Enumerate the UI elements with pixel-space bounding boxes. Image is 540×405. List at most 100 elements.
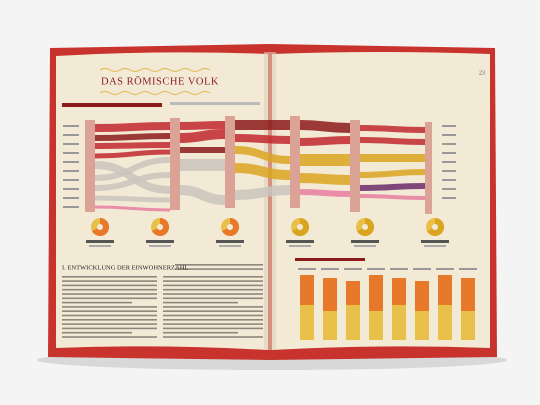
label-placeholder	[63, 179, 79, 181]
label-placeholder	[442, 161, 456, 163]
label-placeholder	[442, 143, 456, 145]
sankey-flow	[299, 173, 351, 185]
text-line	[62, 336, 157, 338]
pie-sublabel	[424, 245, 446, 247]
ornament	[99, 91, 211, 95]
text-line	[163, 323, 263, 325]
pie-sublabel	[289, 245, 311, 247]
page-title: DAS RÖMISCHE VOLK	[101, 75, 219, 87]
text-line	[163, 319, 263, 321]
bar-label	[436, 268, 454, 270]
sankey-flow	[359, 183, 426, 191]
page-number: 23	[479, 70, 485, 76]
label-placeholder	[63, 188, 79, 190]
label-placeholder	[63, 206, 79, 208]
sankey-flow	[94, 161, 171, 194]
pie-sublabel	[89, 245, 111, 247]
pie-hole	[362, 224, 368, 230]
pie-sublabel	[149, 245, 171, 247]
sankey-flow	[94, 149, 171, 159]
sankey-flow	[299, 189, 351, 197]
bar-segment	[392, 305, 406, 340]
ornament	[99, 68, 211, 72]
pie-hole	[432, 224, 438, 230]
text-line	[62, 319, 157, 321]
sankey-flow	[234, 185, 291, 200]
pie-label	[216, 240, 244, 243]
text-line	[62, 331, 132, 334]
bar-label	[344, 268, 362, 270]
sankey-flow	[94, 195, 171, 203]
text-line	[163, 284, 263, 287]
text-line	[175, 268, 263, 270]
bar-label	[321, 268, 339, 270]
sankey-flow	[179, 129, 226, 143]
node-column	[170, 118, 180, 210]
node-column	[85, 120, 95, 212]
text-line	[62, 314, 157, 317]
chart-caption	[62, 103, 162, 107]
text-line	[62, 327, 157, 330]
label-placeholder	[63, 125, 79, 127]
text-line	[62, 297, 157, 300]
pie-sublabel	[354, 245, 376, 247]
label-placeholder	[63, 170, 79, 172]
bar-label	[413, 268, 431, 270]
sankey-flow	[94, 142, 171, 149]
sankey-flow	[299, 120, 351, 133]
decoration	[62, 102, 477, 340]
pie-hole	[297, 224, 303, 230]
label-placeholder	[442, 170, 456, 172]
node-column	[290, 116, 300, 208]
label-placeholder	[63, 134, 79, 136]
label-placeholder	[442, 152, 456, 154]
label-placeholder	[442, 197, 456, 199]
sankey-flow	[94, 205, 171, 212]
label-placeholder	[63, 197, 79, 199]
sankey-flow	[94, 122, 171, 132]
label-placeholder	[63, 143, 79, 145]
text-line	[163, 306, 263, 308]
sankey-flow	[234, 146, 291, 164]
sankey-flow	[234, 163, 291, 180]
text-line	[163, 280, 263, 282]
chart-caption	[295, 258, 365, 261]
text-line	[163, 288, 263, 291]
label-placeholder	[442, 179, 456, 181]
bar-label	[390, 268, 408, 270]
label-placeholder	[442, 125, 456, 127]
text-line	[163, 314, 263, 317]
pie-label	[86, 240, 114, 243]
sankey-flow	[94, 133, 171, 141]
node-column	[425, 122, 432, 214]
text-line	[62, 310, 157, 312]
text-line	[163, 336, 263, 338]
sankey-flow	[179, 185, 226, 205]
bar-label	[367, 268, 385, 270]
sankey-flow	[359, 137, 426, 145]
node-column	[350, 120, 360, 212]
text-line	[62, 288, 157, 291]
bar-label	[459, 268, 477, 270]
text-line	[163, 276, 263, 278]
pie-label	[146, 240, 174, 243]
sankey-flow	[94, 172, 171, 191]
label-placeholder	[442, 188, 456, 190]
pie-hole	[97, 224, 103, 230]
text-line	[62, 280, 157, 282]
text-line	[62, 306, 157, 308]
label-placeholder	[442, 134, 456, 136]
bar-label	[298, 268, 316, 270]
text-line	[62, 284, 157, 287]
bar-segment	[346, 305, 360, 340]
node-column	[225, 116, 235, 208]
text-line	[163, 301, 238, 304]
pie-hole	[227, 224, 233, 230]
sankey-flow	[94, 120, 426, 212]
bar-segment	[438, 305, 452, 340]
sankey-flow	[179, 121, 226, 130]
sankey-flow	[299, 136, 351, 146]
pie-sublabel	[219, 245, 241, 247]
pie-label	[351, 240, 379, 243]
